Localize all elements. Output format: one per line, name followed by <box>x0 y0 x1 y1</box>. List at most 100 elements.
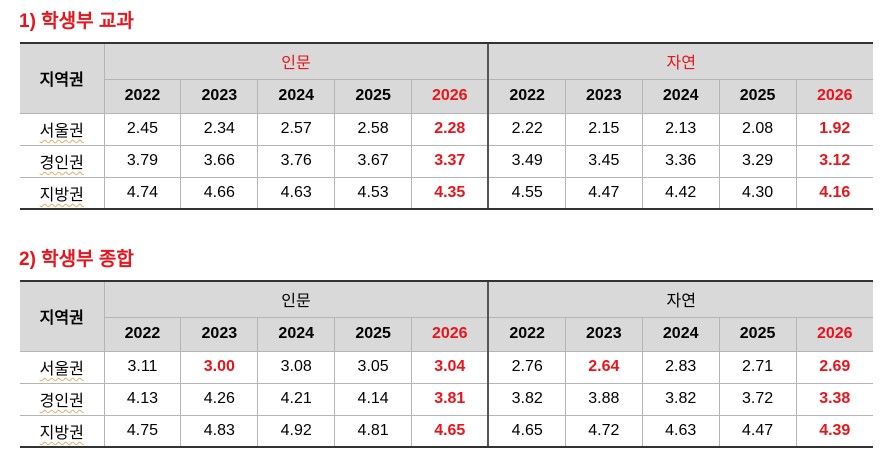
year-header: 2023 <box>564 78 643 114</box>
grade-cell: 4.74 <box>103 176 182 210</box>
year-header-highlight: 2026 <box>795 316 873 352</box>
grade-cell: 3.11 <box>103 350 182 384</box>
grade-cell: 3.66 <box>180 144 259 178</box>
year-header: 2025 <box>334 316 413 352</box>
grade-cell: 3.72 <box>718 382 797 416</box>
grade-cell-highlight: 3.04 <box>411 350 489 384</box>
grade-cell: 3.45 <box>564 144 643 178</box>
grade-cell-highlight: 2.64 <box>564 350 643 384</box>
table-subject-grades: 지역권 인문 자연 2022 2023 2024 2025 2026 2022 … <box>20 42 873 210</box>
grade-cell: 3.05 <box>334 350 413 384</box>
grade-cell-highlight: 3.00 <box>180 350 259 384</box>
year-header: 2022 <box>103 78 182 114</box>
year-header: 2022 <box>103 316 182 352</box>
grade-cell-highlight: 3.38 <box>795 382 873 416</box>
grade-cell: 3.88 <box>564 382 643 416</box>
grade-cell-highlight: 4.65 <box>411 414 489 448</box>
year-header-highlight: 2026 <box>411 78 489 114</box>
year-header: 2023 <box>564 316 643 352</box>
grade-cell-highlight: 3.12 <box>795 144 873 178</box>
grade-cell: 4.47 <box>564 176 643 210</box>
year-header: 2023 <box>180 78 259 114</box>
year-header: 2022 <box>487 316 566 352</box>
grade-cell: 2.08 <box>718 112 797 146</box>
grade-cell: 3.79 <box>103 144 182 178</box>
section-title-subject: 1) 학생부 교과 <box>19 11 134 32</box>
section-title-comprehensive: 2) 학생부 종합 <box>19 249 134 270</box>
year-header: 2022 <box>487 78 566 114</box>
table-row: 서울권 2.45 2.34 2.57 2.58 2.28 2.22 2.15 2… <box>20 112 873 146</box>
year-header: 2024 <box>641 316 720 352</box>
grade-cell: 4.21 <box>257 382 336 416</box>
table-row: 경인권 3.79 3.66 3.76 3.67 3.37 3.49 3.45 3… <box>20 144 873 178</box>
grade-cell: 4.92 <box>257 414 336 448</box>
year-header-highlight: 2026 <box>411 316 489 352</box>
region-column-header: 지역권 <box>20 280 105 352</box>
grade-cell: 4.63 <box>257 176 336 210</box>
grade-cell: 4.83 <box>180 414 259 448</box>
table-comprehensive-grades: 지역권 인문 자연 2022 2023 2024 2025 2026 2022 … <box>20 280 873 448</box>
grade-cell-highlight: 4.39 <box>795 414 873 448</box>
grade-cell: 3.76 <box>257 144 336 178</box>
table-row: 지방권 4.74 4.66 4.63 4.53 4.35 4.55 4.47 4… <box>20 176 873 210</box>
grade-cell: 4.14 <box>334 382 413 416</box>
grade-cell: 3.29 <box>718 144 797 178</box>
grade-cell: 2.71 <box>718 350 797 384</box>
grade-cell-highlight: 2.28 <box>411 112 489 146</box>
group-header-humanities: 인문 <box>103 42 489 80</box>
grade-cell-highlight: 2.69 <box>795 350 873 384</box>
grade-cell-highlight: 3.37 <box>411 144 489 178</box>
grade-cell: 4.53 <box>334 176 413 210</box>
group-header-science: 자연 <box>487 42 873 80</box>
grade-cell: 2.22 <box>487 112 566 146</box>
grade-cell: 4.30 <box>718 176 797 210</box>
table-row: 지방권 4.75 4.83 4.92 4.81 4.65 4.65 4.72 4… <box>20 414 873 448</box>
grade-cell: 4.63 <box>641 414 720 448</box>
grade-cell: 2.83 <box>641 350 720 384</box>
grade-cell: 2.13 <box>641 112 720 146</box>
region-cell: 지방권 <box>20 414 105 448</box>
year-header: 2025 <box>334 78 413 114</box>
region-cell: 서울권 <box>20 350 105 384</box>
grade-cell: 3.82 <box>487 382 566 416</box>
group-header-humanities: 인문 <box>103 280 489 318</box>
grade-cell: 4.65 <box>487 414 566 448</box>
grade-cell: 2.34 <box>180 112 259 146</box>
grade-cell: 4.42 <box>641 176 720 210</box>
region-cell: 서울권 <box>20 112 105 146</box>
grade-cell: 3.82 <box>641 382 720 416</box>
table-row: 경인권 4.13 4.26 4.21 4.14 3.81 3.82 3.88 3… <box>20 382 873 416</box>
grade-cell: 2.58 <box>334 112 413 146</box>
region-cell: 경인권 <box>20 382 105 416</box>
table-row: 서울권 3.11 3.00 3.08 3.05 3.04 2.76 2.64 2… <box>20 350 873 384</box>
year-header: 2025 <box>718 316 797 352</box>
grade-cell: 2.57 <box>257 112 336 146</box>
grade-cell: 4.13 <box>103 382 182 416</box>
year-header: 2023 <box>180 316 259 352</box>
grade-cell: 3.49 <box>487 144 566 178</box>
year-header: 2024 <box>257 316 336 352</box>
grade-cell: 4.26 <box>180 382 259 416</box>
grade-cell: 4.47 <box>718 414 797 448</box>
year-header: 2024 <box>257 78 336 114</box>
grade-cell-highlight: 4.35 <box>411 176 489 210</box>
grade-cell-highlight: 4.16 <box>795 176 873 210</box>
grade-cell: 4.72 <box>564 414 643 448</box>
grade-cell: 2.15 <box>564 112 643 146</box>
grade-cell: 4.81 <box>334 414 413 448</box>
year-header: 2025 <box>718 78 797 114</box>
grade-cell: 4.66 <box>180 176 259 210</box>
grade-cell: 3.67 <box>334 144 413 178</box>
grade-cell: 4.75 <box>103 414 182 448</box>
region-cell: 경인권 <box>20 144 105 178</box>
year-header: 2024 <box>641 78 720 114</box>
region-cell: 지방권 <box>20 176 105 210</box>
grade-cell: 3.36 <box>641 144 720 178</box>
grade-cell: 3.08 <box>257 350 336 384</box>
grade-cell: 4.55 <box>487 176 566 210</box>
grade-cell-highlight: 3.81 <box>411 382 489 416</box>
grade-cell: 2.76 <box>487 350 566 384</box>
region-column-header: 지역권 <box>20 42 105 114</box>
group-header-science: 자연 <box>487 280 873 318</box>
year-header-highlight: 2026 <box>795 78 873 114</box>
